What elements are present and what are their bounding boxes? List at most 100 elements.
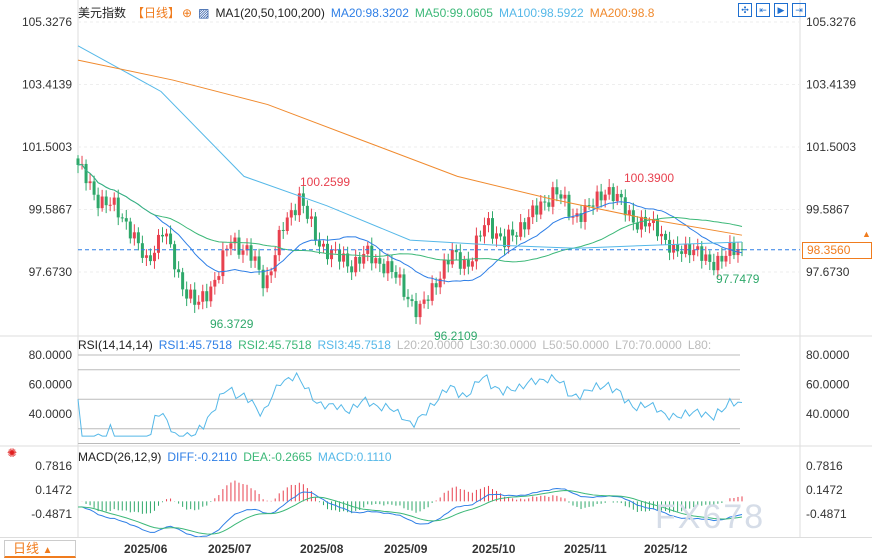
candle-body — [362, 253, 366, 264]
candle-body — [161, 234, 165, 237]
candle-body — [700, 246, 704, 261]
date-tick: 2025/06 — [124, 542, 168, 556]
candle-body — [181, 272, 185, 290]
candle-body — [543, 201, 547, 203]
candle-body — [591, 205, 595, 207]
candle-body — [124, 218, 128, 222]
zoom-range-icon[interactable]: ⇤ — [756, 3, 770, 17]
candle-body — [676, 244, 680, 252]
crosshair-toggle-icon[interactable]: ⊕ — [182, 6, 193, 20]
candle-body — [293, 210, 297, 216]
candle-body — [595, 191, 599, 207]
rsi3-value: RSI3:45.7518 — [317, 338, 391, 352]
candle-body — [92, 181, 96, 195]
candle-body — [358, 256, 362, 264]
high-annotation: 100.2599 — [300, 175, 350, 189]
rsi-tick-left: 60.0000 — [29, 378, 73, 392]
candle-body — [201, 291, 205, 302]
candle-body — [354, 256, 358, 273]
settings-icon[interactable]: ✺ — [7, 446, 18, 460]
candle-body — [740, 249, 744, 251]
candle-body — [607, 187, 611, 195]
indicator-icon[interactable]: ▨ — [198, 6, 210, 20]
l80-value: L80: — [687, 338, 712, 352]
candle-body — [680, 251, 684, 254]
candle-body — [221, 250, 225, 277]
candle-body — [442, 260, 446, 279]
candle-body — [611, 187, 615, 202]
price-header: 美元指数 【日线】 ⊕ ▨ MA1(20,50,100,200) MA20:98.3202… — [78, 4, 660, 21]
candle-body — [326, 243, 330, 260]
rsi-title: RSI(14,14,14) — [78, 338, 153, 352]
candle-body — [313, 216, 317, 241]
candle-body — [599, 191, 603, 201]
candle-body — [213, 279, 217, 287]
candle-body — [474, 235, 478, 262]
period-selector[interactable]: 日线 ▲ — [4, 540, 76, 558]
candle-body — [434, 283, 438, 288]
rsi-tick-left: 80.0000 — [29, 348, 73, 362]
diff-line — [77, 488, 743, 538]
candle-body — [177, 269, 181, 273]
exit-icon[interactable]: ⇥ — [792, 3, 806, 17]
candle-body — [140, 243, 144, 258]
ma20-value: MA20:98.3202 — [330, 6, 409, 20]
date-tick: 2025/12 — [644, 542, 688, 556]
candle-body — [265, 275, 269, 289]
candle-body — [378, 258, 382, 264]
candle-body — [664, 233, 668, 240]
candle-body — [76, 158, 80, 165]
candle-body — [334, 249, 338, 251]
candle-body — [289, 210, 293, 218]
candle-body — [539, 201, 543, 215]
candle-body — [217, 276, 221, 280]
candle-body — [559, 194, 563, 199]
candle-body — [708, 254, 712, 262]
candle-body — [112, 197, 116, 205]
rsi-tick-left: 40.0000 — [29, 407, 73, 421]
candle-body — [390, 261, 394, 272]
candle-body — [249, 245, 253, 261]
rsi-tick-right: 80.0000 — [806, 348, 850, 362]
candle-body — [321, 243, 325, 247]
candle-body — [438, 278, 442, 288]
candle-body — [237, 237, 241, 255]
ma50-line — [77, 163, 743, 263]
rsi-tick-right: 40.0000 — [806, 407, 850, 421]
candle-body — [120, 217, 124, 219]
candle-body — [273, 255, 277, 272]
candle-body — [406, 296, 410, 300]
ma50-value: MA50:99.0605 — [414, 6, 493, 20]
candle-body — [490, 218, 494, 239]
caret-up-icon: ▲ — [42, 545, 53, 556]
date-tick: 2025/08 — [300, 542, 344, 556]
candle-body — [466, 259, 470, 267]
l70-value: L70:70.0000 — [615, 338, 682, 352]
candle-body — [330, 249, 334, 260]
candle-body — [519, 222, 523, 237]
ma100-value: MA100:98.5922 — [498, 6, 584, 20]
dea-value: DEA:-0.2665 — [243, 450, 312, 464]
candle-body — [338, 249, 342, 262]
candle-body — [128, 221, 132, 239]
candle-body — [684, 243, 688, 254]
candle-body — [454, 249, 458, 253]
candle-body — [720, 255, 724, 262]
candle-body — [511, 229, 515, 236]
dea-line — [77, 489, 743, 535]
candle-body — [173, 244, 177, 270]
price-tick-right: 101.5003 — [806, 140, 856, 154]
candle-body — [635, 222, 639, 230]
macd-value: MACD:0.1110 — [317, 450, 392, 464]
candle-body — [555, 187, 559, 195]
crosshair-icon[interactable]: ✣ — [738, 3, 752, 17]
play-icon[interactable]: ▶ — [774, 3, 788, 17]
indicator-name: MA1(20,50,100,200) — [215, 6, 325, 20]
candle-body — [462, 259, 466, 269]
price-tick-right: 103.4139 — [806, 78, 856, 92]
macd-tick-right: 0.1472 — [806, 483, 843, 497]
rsi1-value: RSI1:45.7518 — [158, 338, 233, 352]
candle-body — [257, 256, 261, 270]
candle-body — [233, 237, 237, 244]
